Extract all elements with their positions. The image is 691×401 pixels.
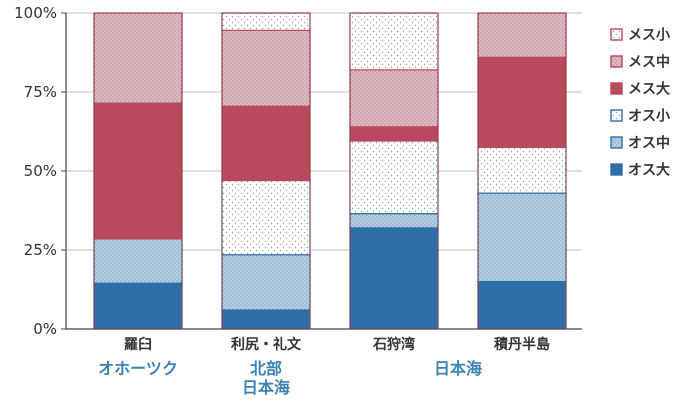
bar-segment-5-cat-1 xyxy=(93,12,183,104)
bar-segment-1-cat-1 xyxy=(93,282,183,330)
x-tick-label: 利尻・礼文 xyxy=(231,336,302,353)
bar-segment-5-cat-4 xyxy=(477,12,567,58)
x-axis-labels: 羅臼 利尻・礼文 石狩湾 積丹半島 xyxy=(124,336,550,353)
bar-segment-3-cat-4 xyxy=(477,146,567,194)
category-group-label: 北部 xyxy=(250,359,282,378)
bar-outline xyxy=(477,12,567,330)
bar-outline xyxy=(93,12,183,330)
x-tick-label: 石狩湾 xyxy=(372,336,415,353)
legend-swatch xyxy=(610,28,623,41)
bar-segment-3-cat-2 xyxy=(221,179,311,256)
bar-segment-4-cat-4 xyxy=(477,56,567,148)
legend-label: メス小 xyxy=(628,28,670,44)
x-tick-label: 羅臼 xyxy=(124,336,152,353)
bar-segment-4-cat-1 xyxy=(93,102,183,240)
legend-label: メス中 xyxy=(628,54,670,71)
bar-segment-6-cat-3 xyxy=(349,12,439,71)
legend-label: オス小 xyxy=(628,109,670,125)
legend-swatch xyxy=(610,109,623,122)
y-tick-label: 0% xyxy=(33,320,57,338)
legend-label: オス中 xyxy=(628,135,670,152)
category-group-label: オホーツク xyxy=(98,359,178,378)
bar-segment-3-cat-3 xyxy=(349,140,439,215)
x-tick-label: 積丹半島 xyxy=(493,336,550,353)
bar-segment-1-cat-3 xyxy=(349,227,439,330)
bar-segment-6-cat-2 xyxy=(221,12,311,31)
y-tick-label: 100% xyxy=(14,4,57,22)
legend-label: オス大 xyxy=(628,162,670,179)
category-group-label: 日本海 xyxy=(242,378,290,397)
bar-segment-1-cat-4 xyxy=(477,281,567,330)
legend-swatch xyxy=(610,82,623,95)
legend-swatch xyxy=(610,55,623,68)
y-tick-label: 25% xyxy=(24,241,57,259)
bar-outline xyxy=(221,12,311,330)
bar-segment-2-cat-3 xyxy=(349,213,439,229)
bar-segment-4-cat-3 xyxy=(349,126,439,142)
bar-segment-5-cat-3 xyxy=(349,69,439,128)
bar-segment-2-cat-1 xyxy=(93,238,183,284)
bar-segment-2-cat-4 xyxy=(477,192,567,283)
legend-swatch xyxy=(610,136,623,149)
bar-segment-1-cat-2 xyxy=(221,309,311,330)
bar-segment-5-cat-2 xyxy=(221,29,311,107)
legend-label: メス大 xyxy=(628,81,670,98)
y-tick-label: 75% xyxy=(24,83,57,101)
bar-segment-2-cat-2 xyxy=(221,254,311,311)
bar-segment-4-cat-2 xyxy=(221,105,311,182)
bars xyxy=(93,12,567,330)
bar-outline xyxy=(349,12,439,330)
y-tick-label: 50% xyxy=(24,162,57,180)
category-group-label: 日本海 xyxy=(434,359,482,378)
y-axis-ticks: 0% 25% 50% 75% 100% xyxy=(14,4,66,338)
legend-swatch xyxy=(610,163,623,176)
